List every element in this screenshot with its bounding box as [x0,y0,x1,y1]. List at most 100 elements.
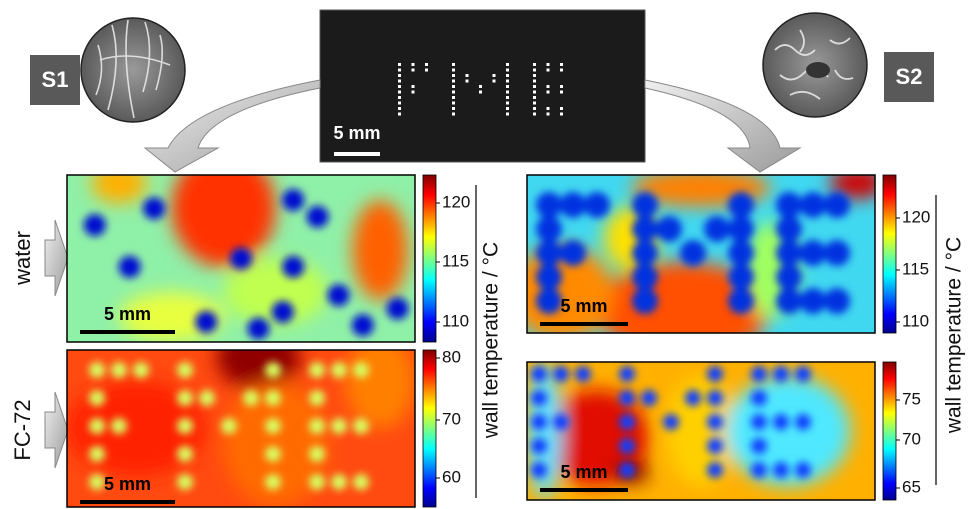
spot [353,362,369,378]
photo-dot [398,85,401,88]
photo-dot [398,113,401,116]
scale-bar-label: 5 mm [560,296,607,316]
cold-spot [282,189,304,211]
photo-dot [533,74,536,77]
spot [773,462,789,478]
heat-blob [171,150,275,267]
spot [656,216,682,242]
photo-dot [466,74,469,77]
spot [728,192,754,218]
photo-dot [425,63,428,66]
scale-bar [80,500,175,504]
spot [353,474,369,490]
photo-dot [412,85,415,88]
spot [773,366,789,382]
photo-dot [412,63,415,66]
colorbar-tick-label: 115 [442,251,469,270]
photo-dot [533,102,536,105]
colorbar-tick-label: 120 [442,192,470,211]
spot [776,240,802,266]
spot [728,288,754,314]
photo-dot [398,91,401,94]
colorbar-tick-label: 60 [442,467,461,486]
cold-spot [387,298,409,320]
colorbar [423,350,436,507]
scale-bar [540,488,628,492]
spot [536,192,562,218]
photo-dot [547,107,550,110]
photo-dot [466,80,469,83]
heat-blob [666,376,736,486]
photo-dot [560,91,563,94]
heatmap-panel: 5 mm120115110 [67,150,470,342]
heatmap-panel: 5 mm757065 [527,362,921,500]
heat-blob [510,246,614,341]
spot [243,390,259,406]
spot [824,288,850,314]
photo-dot [533,85,536,88]
cold-spot [195,311,217,333]
spot [800,288,826,314]
scale-bar [80,330,175,334]
spot [800,240,826,266]
colorbar [883,175,896,333]
spot [536,264,562,290]
spot [331,362,347,378]
figure: S1 S2 5 mm water FC-72 wall temperature … [0,0,968,509]
spot [89,474,105,490]
cold-spot [119,256,141,278]
photo-dot [533,107,536,110]
spot [824,192,850,218]
spot [575,366,591,382]
spot [707,366,723,382]
spot [728,264,754,290]
photo-dot [533,113,536,116]
photo-dot [493,74,496,77]
spot [560,240,586,266]
spot [751,390,767,406]
spot [331,418,347,434]
spot [795,414,811,430]
photo-dot [560,107,563,110]
scale-bar-label: 5 mm [104,474,151,494]
photo-dot [398,80,401,83]
spot [89,390,105,406]
heatmap-panel: 5 mm120115110 [510,167,931,357]
photo-dot [425,69,428,72]
photo-dot [560,69,563,72]
spot [177,418,193,434]
photo-dot [506,74,509,77]
photo-dot [398,96,401,99]
photo-dot [506,96,509,99]
photo-dot [452,113,455,116]
spot [773,414,789,430]
spot [353,418,369,434]
photo-dot [506,80,509,83]
colorbar-label: wall temperature / °C [480,242,503,439]
scale-bar [540,322,628,326]
spot [663,414,679,430]
spot [89,418,105,434]
spot [619,366,635,382]
spot [309,390,325,406]
spot [707,462,723,478]
spot [728,240,754,266]
spot [632,216,658,242]
spot [560,192,586,218]
spot [641,390,657,406]
photo-dot [533,80,536,83]
spot [89,446,105,462]
heat-blob [527,362,562,500]
spot [265,474,281,490]
cold-spot [327,284,349,306]
spot [111,418,127,434]
photo-dot [533,69,536,72]
spot [531,462,547,478]
spot [553,366,569,382]
spot [707,414,723,430]
photo-dot [398,69,401,72]
spot [680,240,706,266]
spot [704,216,730,242]
photo-dot [452,85,455,88]
photo-dot [452,74,455,77]
